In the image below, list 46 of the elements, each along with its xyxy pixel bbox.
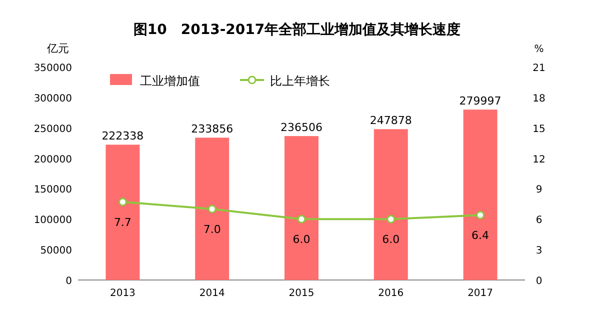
data-label: 236506 <box>280 121 322 134</box>
data-label: 247878 <box>370 114 412 128</box>
y2-tick-label: 3 <box>536 246 542 257</box>
x-tick-label: 2014 <box>199 288 225 299</box>
x-tick-label: 2016 <box>378 288 404 299</box>
data-label: 6.0 <box>382 233 400 246</box>
y-tick-label: 250000 <box>34 124 72 135</box>
point <box>297 214 306 224</box>
y2-tick-label: 15 <box>532 124 546 135</box>
y-axis-title: 亿元 <box>46 42 69 55</box>
y2-tick-label: 0 <box>536 276 542 287</box>
bar <box>284 136 318 280</box>
bar <box>463 110 498 280</box>
data-label: 7.0 <box>203 223 221 236</box>
bar <box>106 144 140 280</box>
data-label: 222338 <box>102 130 144 143</box>
point <box>118 198 127 206</box>
y-tick-label: 100000 <box>34 215 72 226</box>
point <box>386 214 396 224</box>
y2-axis-title: % <box>534 44 544 55</box>
legend-label: 比上年增长 <box>270 74 330 88</box>
data-label: 6.0 <box>292 233 310 246</box>
y-tick-label: 150000 <box>34 184 72 196</box>
point <box>208 204 216 214</box>
y-tick-label: 0 <box>66 276 72 287</box>
data-label: 233856 <box>191 122 234 136</box>
point <box>476 210 485 220</box>
chart-title: 图10 2013-2017年全部工业增加值及其增长速度 <box>133 21 461 38</box>
y2-tick-label: 18 <box>532 93 546 104</box>
y-tick-label: 300000 <box>34 93 72 104</box>
legend-label: 工业增加值 <box>140 74 200 88</box>
y-tick-label: 200000 <box>34 154 72 166</box>
y2-tick-label: 21 <box>532 63 546 74</box>
y2-tick-label: 6 <box>536 215 542 226</box>
y2-tick-label: 12 <box>532 154 546 166</box>
y-tick-label: 350000 <box>34 63 72 74</box>
bar <box>374 129 408 280</box>
bar <box>195 138 230 280</box>
x-tick-label: 2015 <box>288 288 314 299</box>
data-label: 7.7 <box>114 216 132 229</box>
x-tick-label: 2017 <box>468 288 494 299</box>
y2-tick-label: 9 <box>536 184 542 196</box>
x-tick-label: 2013 <box>110 288 136 299</box>
y-tick-label: 50000 <box>40 246 72 257</box>
data-label: 279997 <box>459 94 502 108</box>
data-label: 6.4 <box>472 229 490 242</box>
